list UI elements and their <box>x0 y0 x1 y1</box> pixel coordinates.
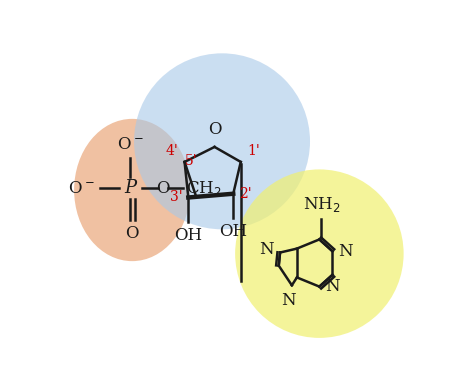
Text: O$^-$: O$^-$ <box>68 180 95 196</box>
Text: OH: OH <box>219 223 247 240</box>
Text: 1': 1' <box>247 144 260 158</box>
Ellipse shape <box>74 119 190 261</box>
Text: O: O <box>126 225 139 242</box>
Text: 3': 3' <box>170 190 182 204</box>
Text: OH: OH <box>174 227 202 244</box>
Text: 4': 4' <box>165 144 178 158</box>
Text: CH$_2$: CH$_2$ <box>186 179 222 198</box>
Text: O$^-$: O$^-$ <box>117 136 144 153</box>
Text: N: N <box>259 241 274 258</box>
Text: 2': 2' <box>239 187 252 201</box>
Text: P: P <box>124 179 137 197</box>
Text: O: O <box>156 180 170 196</box>
Ellipse shape <box>235 169 404 338</box>
Text: O: O <box>208 120 221 138</box>
Text: N: N <box>338 243 353 260</box>
Text: NH$_2$: NH$_2$ <box>302 195 340 214</box>
Text: 5': 5' <box>184 154 197 168</box>
Text: N: N <box>325 278 340 295</box>
Text: N: N <box>281 292 295 309</box>
Ellipse shape <box>134 53 310 229</box>
